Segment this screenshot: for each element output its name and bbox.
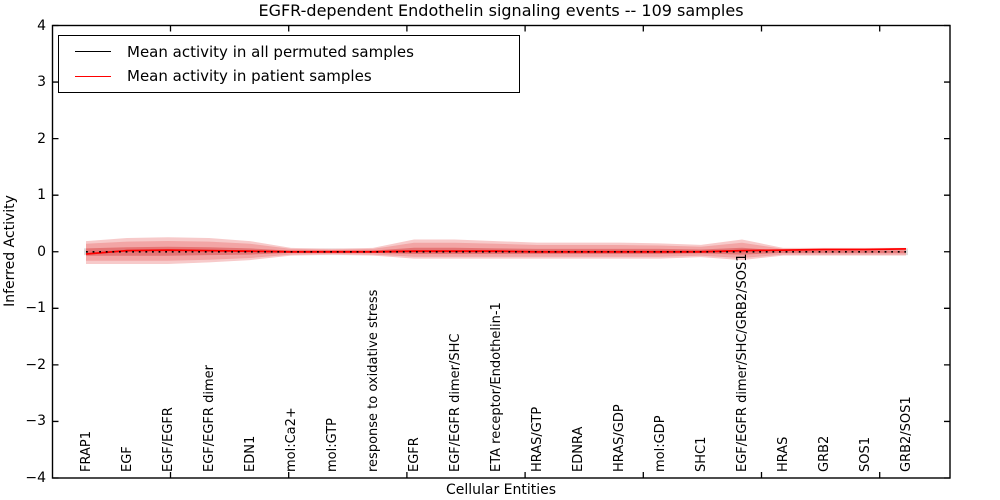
y-tick-label: −3: [25, 413, 46, 430]
x-tick-label: SHC1: [693, 436, 709, 472]
y-tick-label: −1: [25, 300, 46, 317]
permuted-mean-line-sample: [75, 51, 111, 53]
x-tick-label: EGF: [119, 446, 135, 472]
chart-title: EGFR-dependent Endothelin signaling even…: [258, 1, 744, 20]
x-tick-label: HRAS/GDP: [611, 404, 627, 472]
axis-ticks: [52, 24, 950, 479]
y-tick-label: −4: [25, 469, 46, 486]
x-tick-label: mol:Ca2+: [283, 407, 299, 472]
x-tick-label: mol:GDP: [652, 415, 668, 472]
x-tick-label: HRAS/GTP: [529, 406, 545, 472]
x-tick-label: GRB2/SOS1: [898, 396, 914, 472]
x-tick-label: FRAP1: [78, 431, 94, 472]
legend-item-permuted: Mean activity in all permuted samples: [75, 43, 519, 61]
x-axis-label: Cellular Entities: [445, 482, 557, 498]
x-tick-label: ETA receptor/Endothelin-1: [488, 302, 504, 472]
legend-label-permuted: Mean activity in all permuted samples: [127, 42, 414, 61]
x-tick-label: EDNRA: [570, 426, 586, 472]
legend-label-patient: Mean activity in patient samples: [127, 67, 372, 86]
x-tick-label: HRAS: [775, 436, 791, 472]
x-tick-label: EGF/EGFR dimer: [201, 365, 217, 472]
x-tick-label: GRB2: [816, 435, 832, 472]
x-tick-label: EGF/EGFR dimer/SHC/GRB2/SOS1: [734, 253, 750, 473]
x-tick-label: EGF/EGFR dimer/SHC: [447, 333, 463, 472]
x-tick-label: EGF/EGFR: [160, 407, 176, 472]
x-tick-label: EGFR: [406, 437, 422, 472]
legend: Mean activity in all permuted samples Me…: [58, 35, 520, 93]
patient-mean-line-sample: [75, 75, 111, 77]
y-tick-label: 2: [37, 130, 46, 147]
x-tick-label: response to oxidative stress: [365, 289, 381, 472]
x-tick-label: SOS1: [857, 436, 873, 472]
y-tick-label: 0: [37, 243, 46, 260]
x-tick-label: EDN1: [242, 435, 258, 472]
y-tick-label: −2: [25, 356, 46, 373]
x-tick-label: mol:GTP: [324, 418, 340, 472]
y-tick-label: 1: [37, 187, 46, 204]
y-tick-label: 3: [37, 74, 46, 91]
y-tick-label: 4: [37, 17, 46, 34]
legend-item-patient: Mean activity in patient samples: [75, 67, 519, 85]
